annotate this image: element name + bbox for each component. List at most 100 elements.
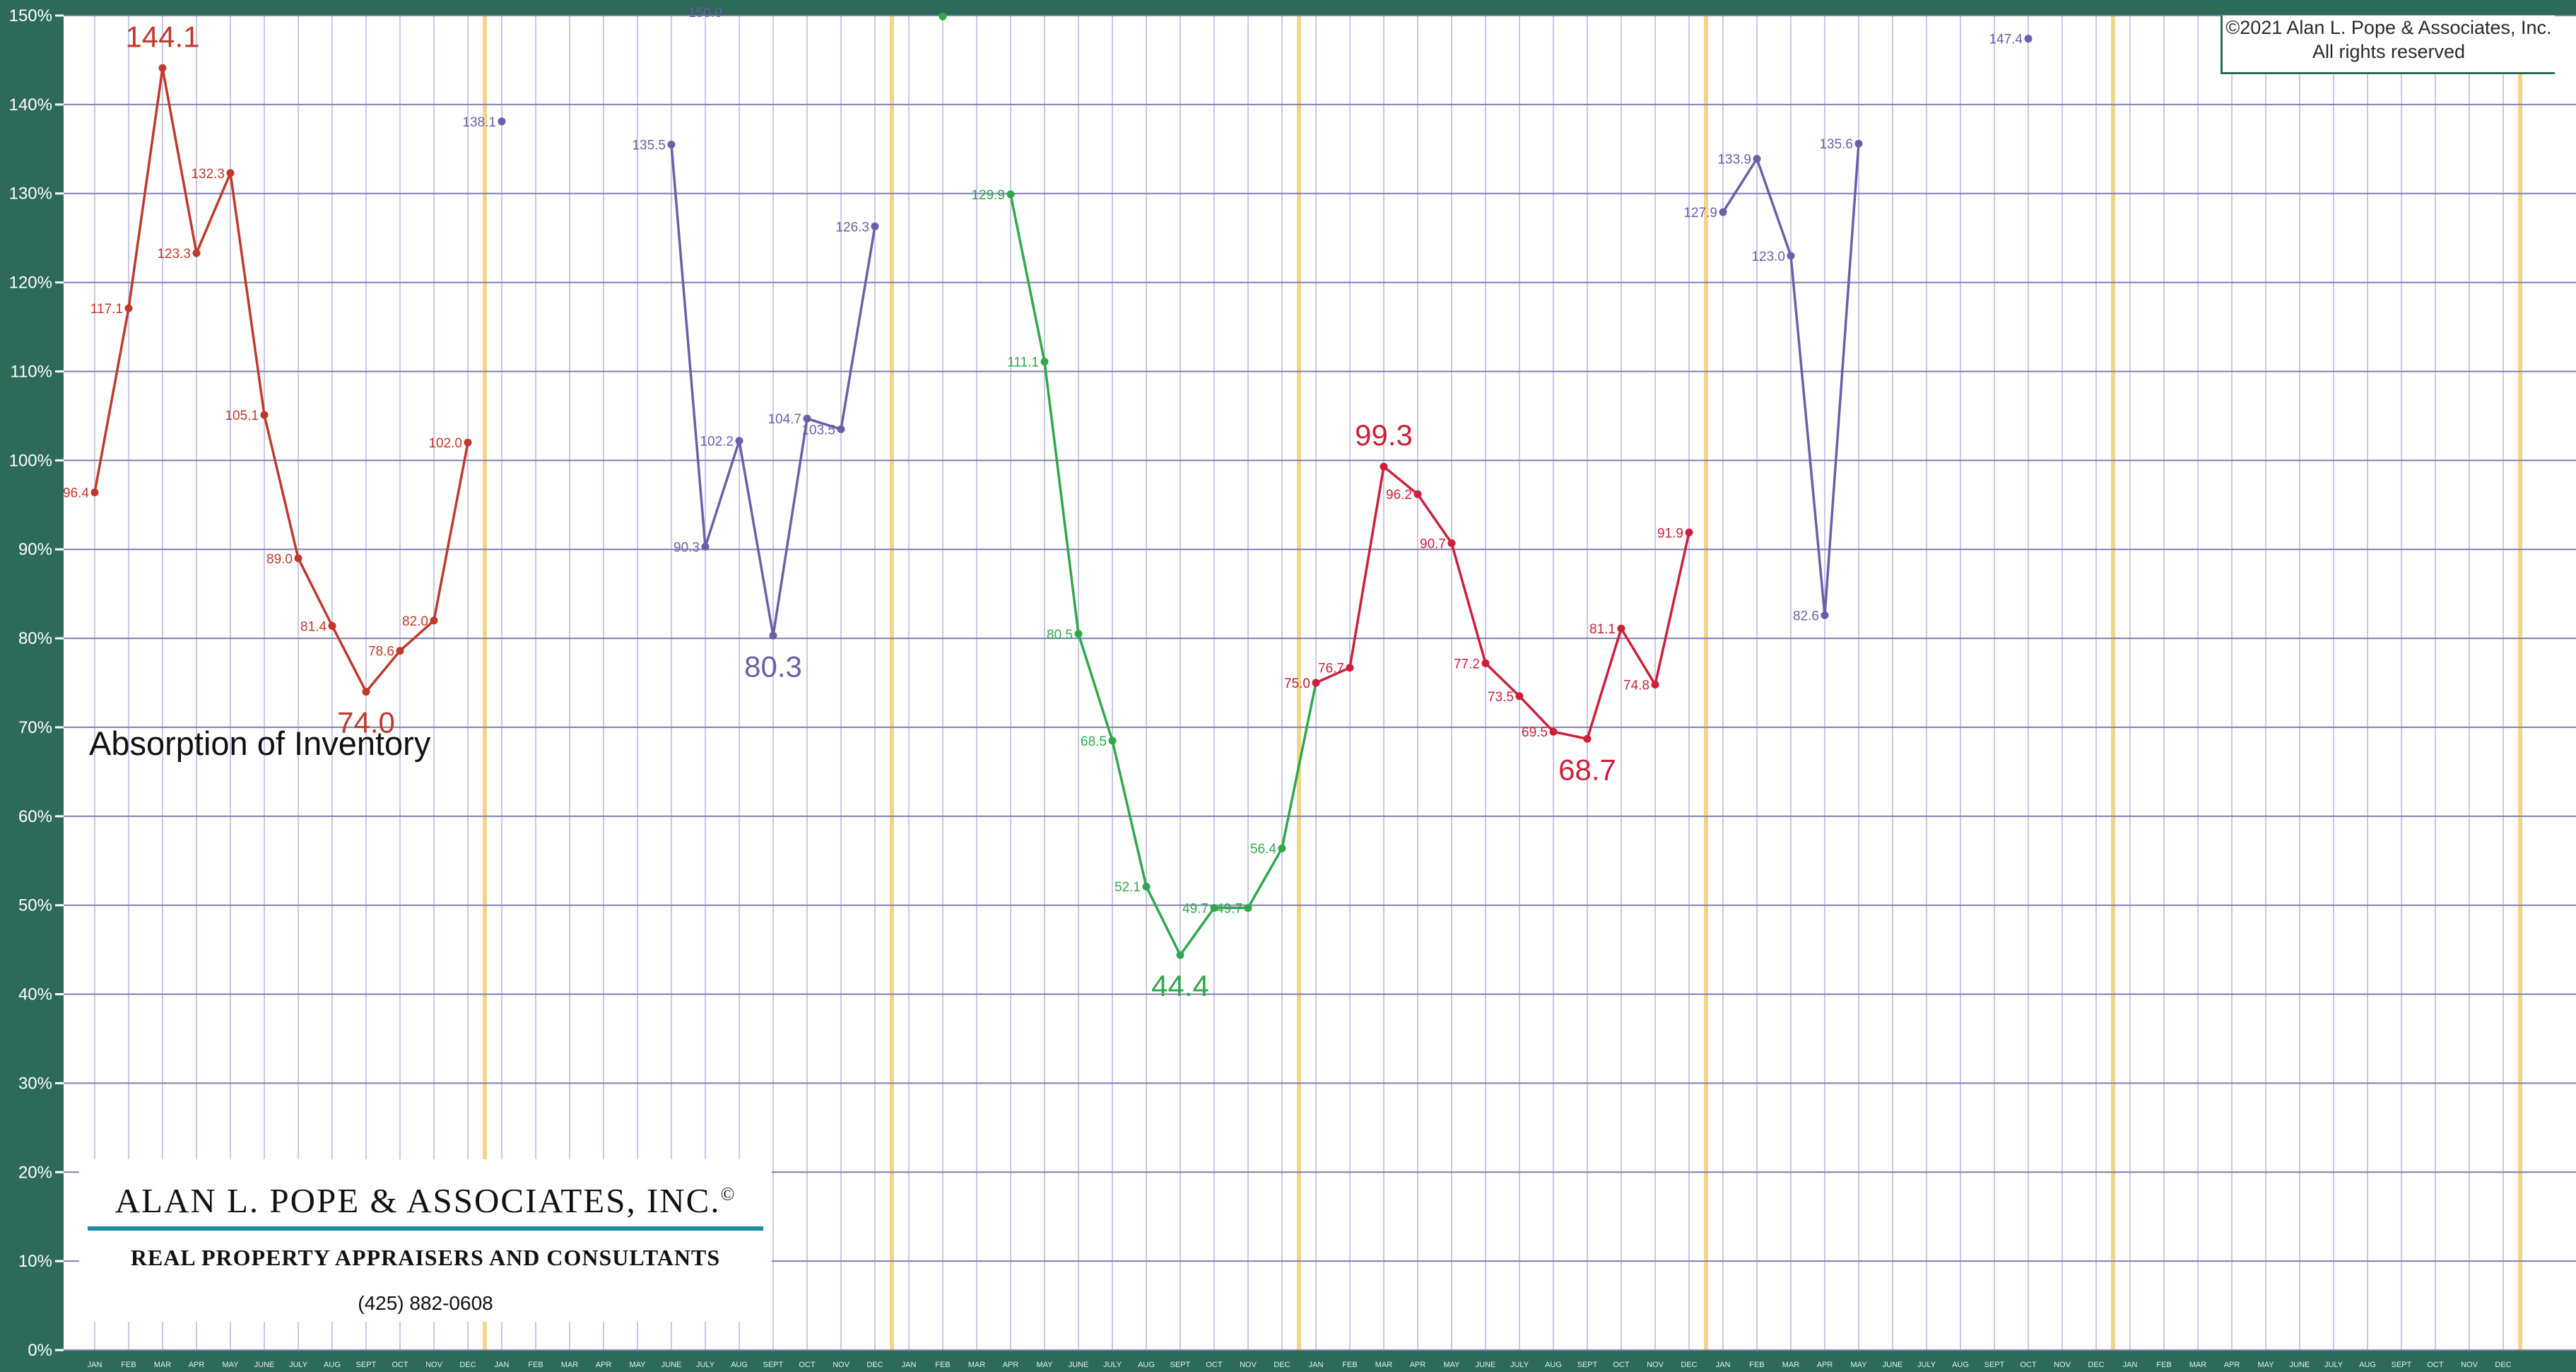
data-point bbox=[124, 304, 133, 312]
x-tick-label: SEPT bbox=[2392, 1361, 2412, 1369]
logo-tagline: REAL PROPERTY APPRAISERS AND CONSULTANTS bbox=[130, 1245, 721, 1270]
data-point bbox=[701, 542, 710, 551]
y-tick-label: 20% bbox=[18, 1163, 52, 1182]
x-tick-label: JUNE bbox=[1883, 1361, 1903, 1369]
data-label: 89.0 bbox=[266, 552, 293, 567]
data-point bbox=[1515, 692, 1524, 700]
data-label: 74.8 bbox=[1623, 679, 1649, 693]
copyright-line-2: All rights reserved bbox=[2312, 41, 2466, 62]
data-label: 90.3 bbox=[674, 540, 700, 555]
x-tick-label: MAR bbox=[1375, 1361, 1393, 1369]
data-label: 127.9 bbox=[1683, 206, 1717, 221]
y-tick-label: 40% bbox=[18, 985, 52, 1004]
data-point bbox=[1447, 539, 1456, 547]
x-tick-label: FEB bbox=[1342, 1361, 1357, 1369]
logo-company-text: ALAN L. POPE & ASSOCIATES, INC. bbox=[114, 1181, 721, 1220]
x-tick-label: AUG bbox=[1545, 1361, 1562, 1369]
data-label: 135.6 bbox=[1819, 137, 1853, 152]
x-tick-label: MAR bbox=[561, 1361, 579, 1369]
data-point bbox=[90, 488, 99, 497]
data-label: 96.4 bbox=[63, 486, 89, 501]
data-point bbox=[396, 647, 404, 655]
data-point bbox=[837, 425, 845, 433]
data-label: 77.2 bbox=[1454, 657, 1480, 672]
y-tick-label: 90% bbox=[18, 540, 52, 559]
data-label: 132.3 bbox=[191, 167, 225, 182]
x-tick-label: JULY bbox=[1103, 1361, 1122, 1369]
logo-copyright-mark: © bbox=[720, 1183, 736, 1204]
x-tick-label: DEC bbox=[1681, 1361, 1697, 1369]
data-label: 56.4 bbox=[1250, 842, 1276, 857]
data-point bbox=[1481, 659, 1490, 667]
x-tick-label: MAY bbox=[1036, 1361, 1053, 1369]
data-label: 138.1 bbox=[462, 115, 496, 130]
x-tick-label: MAR bbox=[1782, 1361, 1800, 1369]
x-tick-label: OCT bbox=[2427, 1361, 2444, 1369]
x-tick-label: JAN bbox=[902, 1361, 917, 1369]
x-tick-label: NOV bbox=[425, 1361, 443, 1369]
data-label: 102.2 bbox=[700, 435, 734, 450]
x-tick-label: JUNE bbox=[1069, 1361, 1089, 1369]
data-point bbox=[1821, 611, 1829, 619]
x-tick-label: JUNE bbox=[1476, 1361, 1496, 1369]
y-tick-label: 10% bbox=[18, 1252, 52, 1271]
x-tick-label: JAN bbox=[495, 1361, 510, 1369]
y-tick-label: 50% bbox=[18, 896, 52, 915]
x-tick-label: DEC bbox=[459, 1361, 476, 1369]
data-label: 90.7 bbox=[1420, 537, 1446, 551]
data-point bbox=[735, 437, 743, 445]
x-tick-label: MAR bbox=[968, 1361, 986, 1369]
data-point bbox=[803, 414, 811, 423]
data-label: 81.1 bbox=[1589, 622, 1616, 637]
logo-company-name: ALAN L. POPE & ASSOCIATES, INC.© bbox=[79, 1180, 772, 1221]
x-tick-label: AUG bbox=[324, 1361, 341, 1369]
data-point bbox=[158, 64, 167, 72]
series-line bbox=[1009, 194, 1317, 956]
data-point bbox=[498, 117, 506, 126]
y-tick-label: 80% bbox=[18, 629, 52, 648]
x-tick-label: FEB bbox=[2156, 1361, 2171, 1369]
data-point bbox=[1108, 737, 1117, 745]
highlight-data-label: 80.3 bbox=[744, 650, 802, 683]
data-label: 123.0 bbox=[1751, 250, 1785, 264]
y-tick-label: 110% bbox=[10, 362, 52, 381]
data-point bbox=[1651, 681, 1659, 689]
x-tick-label: OCT bbox=[1613, 1361, 1630, 1369]
y-tick-label: 120% bbox=[9, 274, 52, 293]
data-label: 96.2 bbox=[1386, 488, 1412, 503]
data-point bbox=[328, 621, 336, 630]
x-tick-label: DEC bbox=[2088, 1361, 2104, 1369]
data-label: 117.1 bbox=[90, 302, 123, 317]
series-line bbox=[93, 66, 469, 693]
x-tick-label: NOV bbox=[1240, 1361, 1257, 1369]
y-tick-label: 60% bbox=[18, 807, 52, 826]
data-point bbox=[1142, 882, 1151, 891]
y-tick-label: 130% bbox=[9, 184, 52, 204]
data-point bbox=[1074, 630, 1083, 638]
x-tick-label: JULY bbox=[1510, 1361, 1529, 1369]
x-tick-label: JAN bbox=[1716, 1361, 1731, 1369]
data-label: 52.1 bbox=[1114, 880, 1141, 895]
data-point bbox=[1346, 664, 1354, 672]
x-tick-label: SEPT bbox=[1170, 1361, 1191, 1369]
data-label: 49.7 bbox=[1216, 901, 1242, 916]
x-tick-label: MAY bbox=[1850, 1361, 1867, 1369]
data-label: 69.5 bbox=[1522, 725, 1548, 740]
data-label: 123.3 bbox=[157, 247, 191, 262]
y-tick-label: 70% bbox=[18, 718, 52, 737]
data-label: 133.9 bbox=[1717, 153, 1751, 168]
x-tick-label: JAN bbox=[1309, 1361, 1324, 1369]
x-tick-label: FEB bbox=[935, 1361, 950, 1369]
data-point bbox=[362, 688, 370, 696]
data-point bbox=[1176, 951, 1184, 959]
data-point bbox=[1719, 208, 1727, 216]
data-label: 91.9 bbox=[1657, 526, 1683, 541]
copyright-line-1: ©2021 Alan L. Pope & Associates, Inc. bbox=[2225, 17, 2552, 38]
data-point bbox=[1854, 139, 1863, 148]
logo-rule bbox=[88, 1226, 763, 1231]
x-tick-label: FEB bbox=[121, 1361, 136, 1369]
x-tick-label: JAN bbox=[2123, 1361, 2138, 1369]
x-tick-label: MAY bbox=[629, 1361, 646, 1369]
x-tick-label: NOV bbox=[2054, 1361, 2071, 1369]
